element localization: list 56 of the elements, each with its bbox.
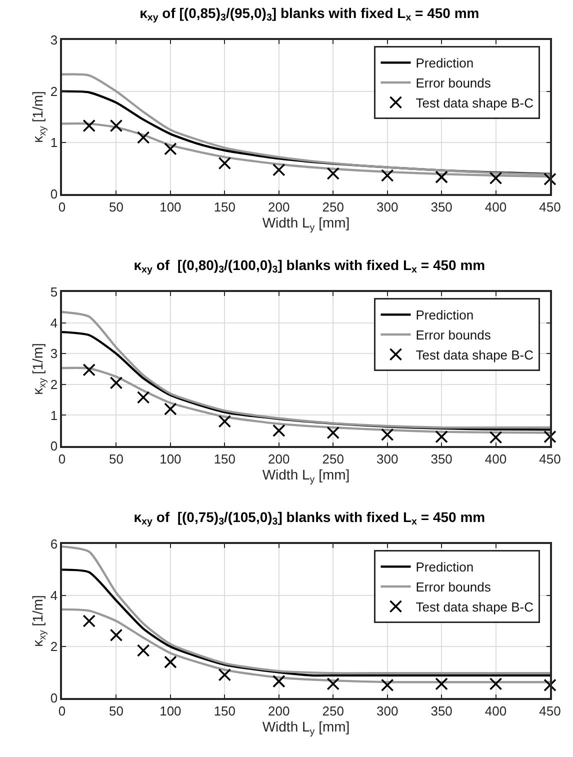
x-tick-label: 150 [214, 451, 236, 466]
x-tick-label: 300 [376, 451, 398, 466]
x-tick-label: 150 [214, 199, 236, 214]
x-tick-label: 300 [376, 199, 398, 214]
legend-label: Prediction [416, 560, 474, 575]
x-tick-label: 250 [322, 451, 344, 466]
x-tick-label: 400 [484, 199, 507, 214]
y-tick-label: 0 [50, 438, 58, 454]
x-tick-label: 250 [322, 199, 344, 214]
x-tick-label: 450 [539, 199, 561, 214]
x-tick-label: 350 [430, 199, 452, 214]
legend-label: Prediction [416, 308, 474, 323]
x-tick-label: 450 [539, 451, 561, 466]
y-tick-label: 0 [50, 186, 58, 202]
legend-label: Prediction [416, 56, 474, 71]
y-tick-label: 1 [50, 408, 58, 423]
x-tick-label: 200 [268, 199, 290, 214]
legend-label: Test data shape B-C [416, 599, 534, 614]
x-tick-label: 150 [214, 703, 236, 718]
y-tick-label: 2 [50, 376, 58, 392]
y-tick-label: 2 [50, 639, 58, 654]
legend-label: Test data shape B-C [416, 347, 534, 362]
y-tick-label: 1 [50, 135, 58, 150]
x-tick-label: 200 [268, 451, 290, 466]
y-tick-label: 3 [50, 32, 58, 48]
x-tick-label: 100 [160, 703, 182, 718]
y-tick-label: 6 [50, 536, 58, 552]
x-tick-label: 100 [160, 199, 182, 214]
y-tick-label: 2 [50, 84, 58, 99]
x-tick-label: 100 [160, 451, 182, 466]
chart-title: κ$_{xy}$ of [(0,80)$_{3}$/(100,0)$_{3}$] blanks with fixed L$_{x}$ = 450 mm [134, 256, 486, 276]
x-tick-label: 400 [484, 703, 507, 718]
x-axis-title: Width L$_{y}$ [mm] [262, 214, 350, 234]
x-axis-title: Width L$_{y}$ [mm] [262, 466, 350, 486]
y-tick-label: 4 [50, 315, 58, 330]
y-tick-label: 5 [50, 284, 58, 300]
x-tick-label: 350 [430, 451, 452, 466]
legend-label: Error bounds [416, 328, 492, 343]
chart-title: κ$_{xy}$ of [(0,85)$_{3}$/(95,0)$_{3}$] blanks with fixed L$_{x}$ = 450 mm [140, 4, 480, 24]
x-axis-title: Width L$_{y}$ [mm] [262, 718, 350, 738]
x-tick-label: 350 [430, 703, 452, 718]
x-tick-label: 250 [322, 703, 344, 718]
x-tick-label: 200 [268, 703, 290, 718]
x-tick-label: 300 [376, 703, 398, 718]
chart-title: κ$_{xy}$ of [(0,75)$_{3}$/(105,0)$_{3}$] blanks with fixed L$_{x}$ = 450 mm [134, 508, 486, 528]
legend-label: Test data shape B-C [416, 95, 534, 110]
y-tick-label: 3 [50, 346, 58, 362]
x-tick-label: 50 [108, 451, 124, 466]
x-tick-label: 50 [108, 703, 124, 718]
legend-label: Error bounds [416, 580, 492, 595]
x-tick-label: 50 [108, 199, 124, 214]
y-tick-label: 0 [50, 690, 58, 706]
x-tick-label: 400 [484, 451, 507, 466]
x-tick-label: 450 [539, 703, 561, 718]
y-tick-label: 4 [50, 588, 58, 603]
legend-label: Error bounds [416, 76, 492, 91]
